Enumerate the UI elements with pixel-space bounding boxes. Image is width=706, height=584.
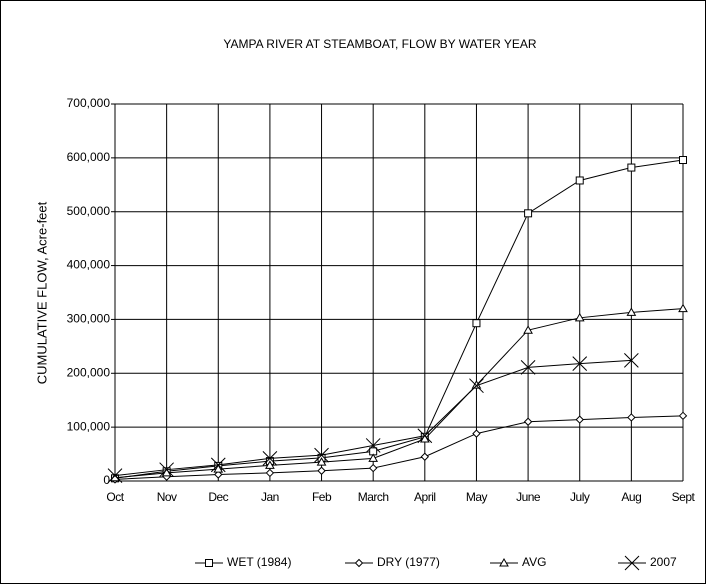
data-point [574, 312, 585, 322]
legend-label: AVG [522, 555, 546, 569]
data-point [107, 468, 123, 483]
series-line [114, 415, 684, 480]
data-point [523, 325, 533, 334]
x-tick-label: Jan [261, 490, 279, 504]
y-tick-label: 600,000 [67, 150, 111, 164]
data-point [419, 433, 430, 443]
data-point [368, 463, 378, 473]
y-tick-label: 700,000 [67, 96, 111, 110]
data-point [262, 451, 278, 466]
data-point [520, 360, 536, 375]
data-point [161, 467, 172, 477]
x-tick-label: Feb [312, 490, 332, 504]
y-tick-label: 200,000 [67, 365, 111, 379]
series-line [114, 159, 684, 479]
data-point [523, 417, 533, 426]
data-point [210, 457, 226, 473]
data-point [679, 156, 687, 165]
data-point [368, 453, 379, 462]
data-point [472, 319, 481, 328]
data-point [417, 428, 433, 444]
data-point [626, 307, 637, 316]
x-tick-label: Nov [157, 490, 177, 504]
x-tick-label: April [414, 490, 436, 504]
y-tick-label: 300,000 [67, 312, 111, 326]
data-point [572, 356, 588, 371]
data-point [265, 468, 275, 478]
data-point [524, 209, 533, 218]
data-point [420, 452, 430, 461]
data-point [624, 353, 639, 368]
data-point [627, 163, 636, 172]
data-point [575, 176, 584, 185]
y-tick-label: 100,000 [67, 419, 111, 433]
y-tick-label: 0 [103, 473, 110, 487]
y-axis-label: CUMULATIVE FLOW, Acre-feet [34, 201, 49, 384]
data-point [469, 378, 484, 394]
x-tick-label: July [570, 490, 590, 504]
chart-title: YAMPA RIVER AT STEAMBOAT, FLOW BY WATER … [223, 37, 537, 51]
data-point [472, 429, 481, 438]
data-point [678, 411, 688, 421]
data-point [627, 413, 636, 422]
data-point [317, 466, 326, 475]
data-point [213, 464, 224, 473]
data-point [678, 303, 688, 313]
data-point [365, 438, 381, 453]
data-point [159, 462, 174, 478]
x-tick-label: Dec [208, 490, 228, 504]
x-tick-label: Aug [621, 490, 641, 504]
x-tick-label: Sept [672, 490, 696, 504]
legend-marker [624, 555, 640, 571]
legend-marker [499, 557, 509, 567]
data-point [265, 460, 275, 469]
legend-marker [205, 559, 213, 567]
y-tick-label: 500,000 [67, 204, 111, 218]
legend-label: DRY (1977) [377, 555, 440, 569]
data-point [214, 470, 223, 479]
legend-marker [354, 558, 364, 568]
data-point [314, 447, 329, 463]
data-point [316, 457, 327, 466]
y-tick-label: 400,000 [67, 258, 111, 272]
data-point [575, 415, 584, 424]
x-tick-label: May [466, 490, 488, 504]
legend-label: 2007 [650, 555, 677, 569]
x-tick-label: March [358, 490, 389, 504]
series-line [114, 308, 684, 479]
x-tick-label: June [516, 490, 541, 504]
legend-label: WET (1984) [227, 555, 291, 569]
x-tick-label: Oct [106, 490, 124, 504]
